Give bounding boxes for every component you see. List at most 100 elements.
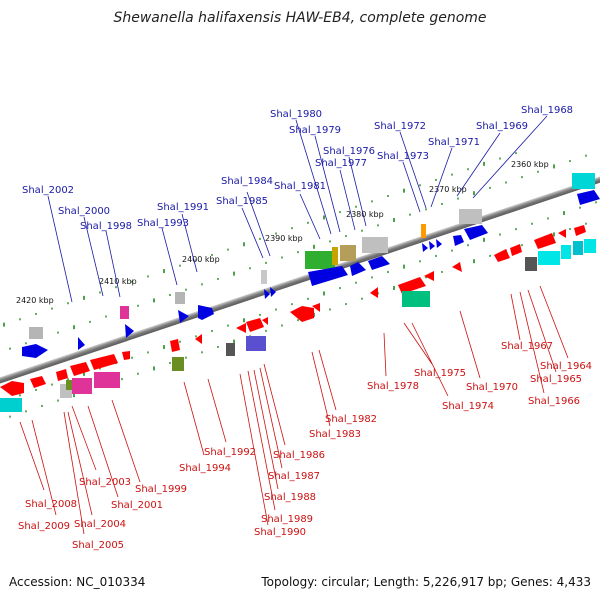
- gene-arrow: [494, 249, 510, 262]
- gene-label-shal-1969: Shal_1969: [476, 121, 528, 132]
- gene-arrow: [453, 235, 464, 246]
- gene-labels-bottom: Shal_2008 Shal_2009 Shal_2003 Shal_2004 …: [18, 341, 592, 551]
- gene-label-shal-1973: Shal_1973: [377, 151, 429, 162]
- gene-label-shal-1971: Shal_1971: [428, 137, 480, 148]
- gene-label-shal-1988: Shal_1988: [264, 492, 316, 503]
- gene-arrow: [122, 351, 130, 360]
- genes-upper-strand: [22, 173, 600, 358]
- gene-arrow: [246, 318, 264, 332]
- gene-feature: [573, 241, 583, 255]
- gene-feature: [246, 336, 266, 351]
- gene-feature: [362, 237, 388, 253]
- gene-arrow: [452, 262, 462, 272]
- gene-arrow: [70, 362, 90, 376]
- gene-label-shal-1993: Shal_1993: [137, 218, 189, 229]
- gene-label-shal-1985: Shal_1985: [216, 196, 268, 207]
- map-title: Shewanella halifaxensis HAW-EB4, complet…: [113, 10, 486, 26]
- kbp-label-2380: 2380 kbp: [346, 210, 384, 219]
- gene-label-shal-1984: Shal_1984: [221, 176, 273, 187]
- accession-text: Accession: NC_010334: [9, 575, 145, 589]
- gene-feature: [29, 327, 43, 339]
- gene-label-shal-1975: Shal_1975: [414, 368, 466, 379]
- kbp-scale: 2420 kbp 2410 kbp 2400 kbp 2390 kbp 2380…: [16, 160, 549, 305]
- gene-label-shal-1977: Shal_1977: [315, 158, 367, 169]
- gene-label-shal-1989: Shal_1989: [261, 514, 313, 525]
- gene-arrow: [78, 337, 85, 350]
- gene-arrow: [370, 287, 378, 298]
- gene-label-shal-1982: Shal_1982: [325, 414, 377, 425]
- kbp-label-2420: 2420 kbp: [16, 296, 54, 305]
- gene-arrow: [22, 344, 48, 358]
- gene-arrow: [90, 354, 118, 370]
- gene-feature: [525, 257, 537, 271]
- gene-label-shal-1987: Shal_1987: [268, 471, 320, 482]
- gene-arrow: [464, 225, 488, 240]
- gene-arrow: [429, 241, 435, 250]
- gene-label-shal-1978: Shal_1978: [367, 381, 419, 392]
- kbp-label-2400: 2400 kbp: [182, 255, 220, 264]
- gene-label-shal-2008: Shal_2008: [25, 499, 77, 510]
- gene-label-shal-1991: Shal_1991: [157, 202, 209, 213]
- gene-label-shal-1983: Shal_1983: [309, 429, 361, 440]
- gene-feature: [538, 251, 560, 265]
- gene-feature: [175, 292, 185, 304]
- gene-arrow: [534, 233, 556, 249]
- gene-label-shal-1980: Shal_1980: [270, 109, 322, 120]
- kbp-label-2390: 2390 kbp: [265, 234, 303, 243]
- gene-label-shal-2009: Shal_2009: [18, 521, 70, 532]
- gene-label-shal-1998: Shal_1998: [80, 221, 132, 232]
- topology-text: Topology: circular; Length: 5,226,917 bp…: [260, 575, 591, 589]
- kbp-label-2410: 2410 kbp: [99, 277, 137, 286]
- gene-label-shal-1994: Shal_1994: [179, 463, 231, 474]
- gene-labels-top: Shal_2002 Shal_2000 Shal_1998 Shal_1993 …: [22, 105, 573, 232]
- gene-label-shal-2002: Shal_2002: [22, 185, 74, 196]
- gene-label-shal-1974: Shal_1974: [442, 401, 494, 412]
- gene-arrow: [178, 310, 189, 323]
- gene-feature: [561, 245, 571, 259]
- genome-backbone: [0, 162, 600, 398]
- gene-feature: [172, 357, 184, 371]
- kbp-label-2370: 2370 kbp: [429, 185, 467, 194]
- gene-arrow: [574, 225, 586, 236]
- gene-arrow: [30, 376, 46, 388]
- gene-feature: [402, 291, 430, 307]
- gene-label-shal-1976: Shal_1976: [323, 146, 375, 157]
- gene-feature: [584, 239, 596, 253]
- gene-label-shal-1965: Shal_1965: [530, 374, 582, 385]
- gene-feature: [66, 380, 72, 390]
- gene-arrow: [368, 256, 390, 270]
- gene-arrow: [312, 303, 320, 312]
- gene-feature: [94, 372, 120, 388]
- kbp-label-2360: 2360 kbp: [511, 160, 549, 169]
- gene-arrow: [422, 243, 428, 252]
- gene-label-shal-2004: Shal_2004: [74, 519, 126, 530]
- gene-arrow: [436, 239, 442, 248]
- gene-feature: [459, 209, 482, 224]
- gene-label-shal-1992: Shal_1992: [204, 447, 256, 458]
- gene-label-shal-1981: Shal_1981: [274, 181, 326, 192]
- gene-label-shal-1990: Shal_1990: [254, 527, 306, 538]
- gene-arrow: [195, 334, 202, 344]
- gene-arrow: [125, 324, 134, 338]
- gene-arrow: [424, 271, 434, 281]
- genes-lower-strand: [0, 225, 596, 412]
- gene-arrow: [290, 306, 314, 322]
- gene-arrow: [56, 369, 68, 381]
- gene-feature: [226, 343, 235, 356]
- gene-arrow: [398, 277, 426, 294]
- gene-label-shal-2005: Shal_2005: [72, 540, 124, 551]
- gene-arrow: [264, 289, 270, 299]
- gene-label-shal-1986: Shal_1986: [273, 450, 325, 461]
- gene-label-shal-2001: Shal_2001: [111, 500, 163, 511]
- gene-arrow: [308, 266, 348, 286]
- gene-label-shal-1972: Shal_1972: [374, 121, 426, 132]
- gene-feature: [261, 270, 267, 284]
- gene-label-shal-1966: Shal_1966: [528, 396, 580, 407]
- gene-label-shal-1970: Shal_1970: [466, 382, 518, 393]
- gene-arrow: [170, 339, 180, 352]
- gene-label-shal-1968: Shal_1968: [521, 105, 573, 116]
- gene-feature: [0, 398, 22, 412]
- gene-arrow: [577, 190, 600, 205]
